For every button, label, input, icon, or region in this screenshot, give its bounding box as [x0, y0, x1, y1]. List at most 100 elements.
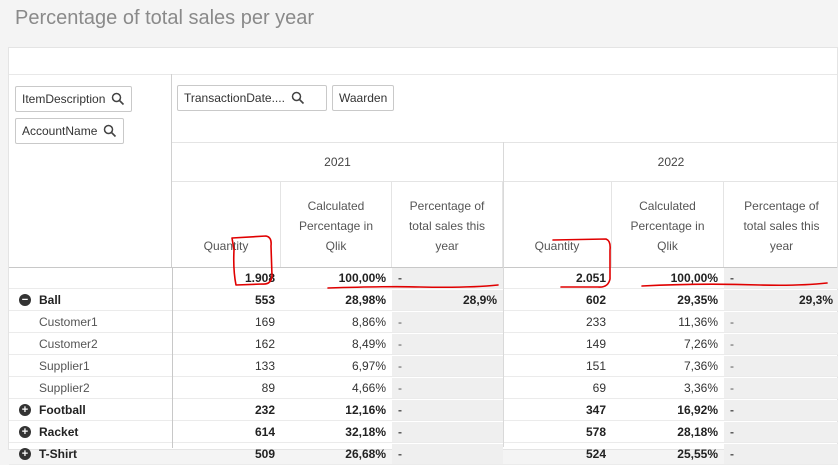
- measure-header-calculated-percentage[interactable]: Calculated Percentage in Qlik: [612, 182, 724, 268]
- table-cell: 149: [585, 337, 606, 351]
- row-label[interactable]: − Ball: [9, 290, 171, 310]
- table-cell: -: [392, 444, 503, 464]
- table-row: + Football 232 12,16% -347 16,92% -: [9, 400, 838, 421]
- table-cell: 2.051: [575, 271, 606, 285]
- row-label-text: T-Shirt: [39, 447, 77, 461]
- table-cell: 553: [254, 293, 275, 307]
- dimension-divider: [172, 268, 173, 448]
- row-label-text: Customer2: [39, 337, 98, 351]
- table-cell: 28,9%: [392, 290, 503, 310]
- row-label-text: Customer1: [39, 315, 98, 329]
- table-cell: -: [392, 400, 503, 420]
- table-cell: -: [724, 422, 838, 442]
- table-cell: -: [392, 356, 503, 376]
- table-cell: 11,36%: [678, 315, 718, 329]
- row-label[interactable]: + Football: [9, 400, 171, 420]
- dimension-label: TransactionDate....: [184, 91, 285, 105]
- table-cell: 28,18%: [677, 425, 718, 439]
- table-cell: 29,3%: [724, 290, 838, 310]
- table-cell: -: [724, 444, 838, 464]
- table-cell: 169: [254, 315, 275, 329]
- table-cell: 89: [261, 381, 275, 395]
- table-cell: 614: [254, 425, 275, 439]
- dimension-label: Waarden: [339, 91, 388, 105]
- table-cell: 151: [585, 359, 606, 373]
- header-divider: [9, 267, 837, 268]
- magnifier-icon[interactable]: [111, 92, 125, 106]
- totals-row: 1.908 100,00% -2.051 100,00% -: [9, 268, 838, 289]
- row-label-text: Supplier1: [39, 359, 90, 373]
- row-label-text: Supplier2: [39, 381, 90, 395]
- magnifier-icon[interactable]: [291, 91, 305, 105]
- table-cell: 233: [585, 315, 606, 329]
- table-row: − Ball 553 28,98% 28,9% 602 29,35% 29,3%: [9, 290, 838, 311]
- row-label: Supplier1: [9, 356, 171, 376]
- table-cell: -: [392, 378, 503, 398]
- dimension-chip-waarden[interactable]: Waarden: [332, 85, 395, 111]
- plus-circle-icon[interactable]: +: [19, 426, 31, 438]
- table-row: Supplier2 89 4,66% -69 3,36% -: [9, 378, 838, 399]
- table-cell: -: [724, 312, 838, 332]
- page-title: Percentage of total sales per year: [15, 7, 315, 29]
- table-cell: 69: [592, 381, 606, 395]
- table-cell: 32,18%: [345, 425, 386, 439]
- pivot-table-panel: ItemDescription AccountName TransactionD…: [8, 47, 838, 465]
- row-label[interactable]: + T-Shirt: [9, 444, 171, 464]
- magnifier-icon[interactable]: [103, 124, 117, 138]
- table-row: + T-Shirt 509 26,68% -524 25,55% -: [9, 444, 838, 465]
- table-cell: 7,26%: [683, 337, 718, 351]
- dimension-label: ItemDescription: [22, 92, 106, 106]
- table-cell: 602: [585, 293, 606, 307]
- table-cell: 16,92%: [677, 403, 718, 417]
- table-cell: -: [392, 268, 503, 288]
- table-cell: -: [724, 334, 838, 354]
- table-row: + Racket 614 32,18% -578 28,18% -: [9, 422, 838, 443]
- row-label-text: Racket: [39, 425, 79, 439]
- dimension-chip-transactiondate[interactable]: TransactionDate....: [177, 85, 327, 111]
- table-cell: -: [724, 400, 838, 420]
- table-cell: 347: [585, 403, 606, 417]
- table-cell: -: [724, 268, 838, 288]
- table-cell: 12,16%: [345, 403, 386, 417]
- row-dimension-area: ItemDescription AccountName: [9, 74, 172, 268]
- table-cell: 100,00%: [338, 271, 386, 285]
- table-row: Customer2 162 8,49% -149 7,26% -: [9, 334, 838, 355]
- table-cell: 524: [585, 447, 606, 461]
- table-cell: -: [392, 312, 503, 332]
- table-cell: 7,36%: [683, 359, 718, 373]
- totals-label: [9, 268, 171, 288]
- row-label-text: Football: [39, 403, 86, 417]
- table-cell: 25,55%: [677, 447, 718, 461]
- table-cell: -: [392, 422, 503, 442]
- table-cell: 509: [254, 447, 275, 461]
- table-cell: 29,35%: [677, 293, 718, 307]
- measure-header-percentage-total[interactable]: Percentage of total sales this year: [743, 199, 820, 253]
- row-label[interactable]: + Racket: [9, 422, 171, 442]
- column-dimension-area: TransactionDate.... Waarden: [172, 74, 838, 143]
- table-row: Supplier1 133 6,97% -151 7,36% -: [9, 356, 838, 377]
- table-cell: 232: [254, 403, 275, 417]
- measure-header-quantity[interactable]: Quantity: [172, 182, 281, 268]
- measure-header-calculated-percentage[interactable]: Calculated Percentage in Qlik: [281, 182, 392, 268]
- measure-header-percentage-total[interactable]: Percentage of total sales this year: [392, 182, 503, 268]
- measure-header-quantity[interactable]: Quantity: [503, 182, 612, 268]
- row-label: Customer2: [9, 334, 171, 354]
- row-label: Customer1: [9, 312, 171, 332]
- year-header-2021: 2021: [172, 142, 503, 182]
- panel-toolbar: [9, 48, 837, 75]
- table-cell: 1.908: [244, 271, 275, 285]
- year-divider: [503, 142, 504, 447]
- table-cell: 578: [585, 425, 606, 439]
- table-cell: -: [392, 334, 503, 354]
- dimension-label: AccountName: [22, 124, 98, 138]
- minus-circle-icon[interactable]: −: [19, 294, 31, 306]
- dimension-chip-accountname[interactable]: AccountName: [15, 118, 125, 144]
- row-label-text: Ball: [39, 293, 62, 307]
- table-cell: 3,36%: [683, 381, 718, 395]
- table-cell: 162: [254, 337, 275, 351]
- table-cell: 8,49%: [351, 337, 386, 351]
- plus-circle-icon[interactable]: +: [19, 404, 31, 416]
- dimension-chip-itemdescription[interactable]: ItemDescription: [15, 86, 133, 112]
- table-cell: 26,68%: [345, 447, 386, 461]
- table-cell: -: [724, 378, 838, 398]
